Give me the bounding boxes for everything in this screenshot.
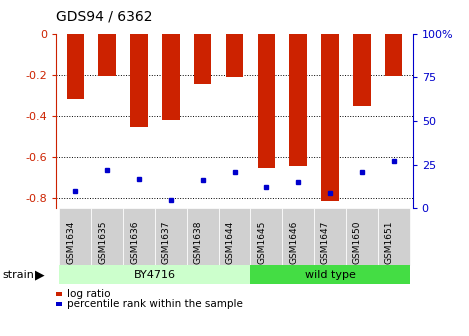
Bar — [257, 34, 275, 168]
Text: ▶: ▶ — [35, 268, 45, 281]
Bar — [91, 208, 123, 265]
Text: GDS94 / 6362: GDS94 / 6362 — [56, 9, 153, 24]
Bar — [282, 208, 314, 265]
Bar — [250, 265, 409, 284]
Text: GSM1634: GSM1634 — [67, 220, 76, 264]
Text: GSM1645: GSM1645 — [257, 220, 266, 264]
Bar — [56, 292, 62, 296]
Text: GSM1635: GSM1635 — [98, 220, 107, 264]
Bar — [353, 34, 371, 106]
Bar — [289, 34, 307, 166]
Bar — [314, 208, 346, 265]
Text: log ratio: log ratio — [67, 289, 110, 299]
Text: GSM1650: GSM1650 — [353, 220, 362, 264]
Bar — [321, 34, 339, 201]
Bar — [250, 208, 282, 265]
Bar — [67, 34, 84, 99]
Text: strain: strain — [2, 270, 34, 280]
Bar — [60, 208, 91, 265]
Text: GSM1638: GSM1638 — [194, 220, 203, 264]
Text: GSM1651: GSM1651 — [385, 220, 393, 264]
Bar — [226, 34, 243, 77]
Bar — [346, 208, 378, 265]
Text: percentile rank within the sample: percentile rank within the sample — [67, 299, 242, 309]
Bar — [155, 208, 187, 265]
Bar — [385, 34, 402, 76]
Text: GSM1636: GSM1636 — [130, 220, 139, 264]
Bar — [219, 208, 250, 265]
Bar — [56, 302, 62, 306]
Text: GSM1647: GSM1647 — [321, 220, 330, 264]
Text: GSM1637: GSM1637 — [162, 220, 171, 264]
Bar — [378, 208, 409, 265]
Bar — [194, 34, 212, 84]
Bar — [60, 265, 250, 284]
Bar — [123, 208, 155, 265]
Text: BY4716: BY4716 — [134, 270, 176, 280]
Text: GSM1644: GSM1644 — [226, 220, 234, 264]
Text: wild type: wild type — [304, 270, 356, 280]
Bar — [130, 34, 148, 127]
Text: GSM1646: GSM1646 — [289, 220, 298, 264]
Bar — [187, 208, 219, 265]
Bar — [162, 34, 180, 120]
Bar — [98, 34, 116, 76]
